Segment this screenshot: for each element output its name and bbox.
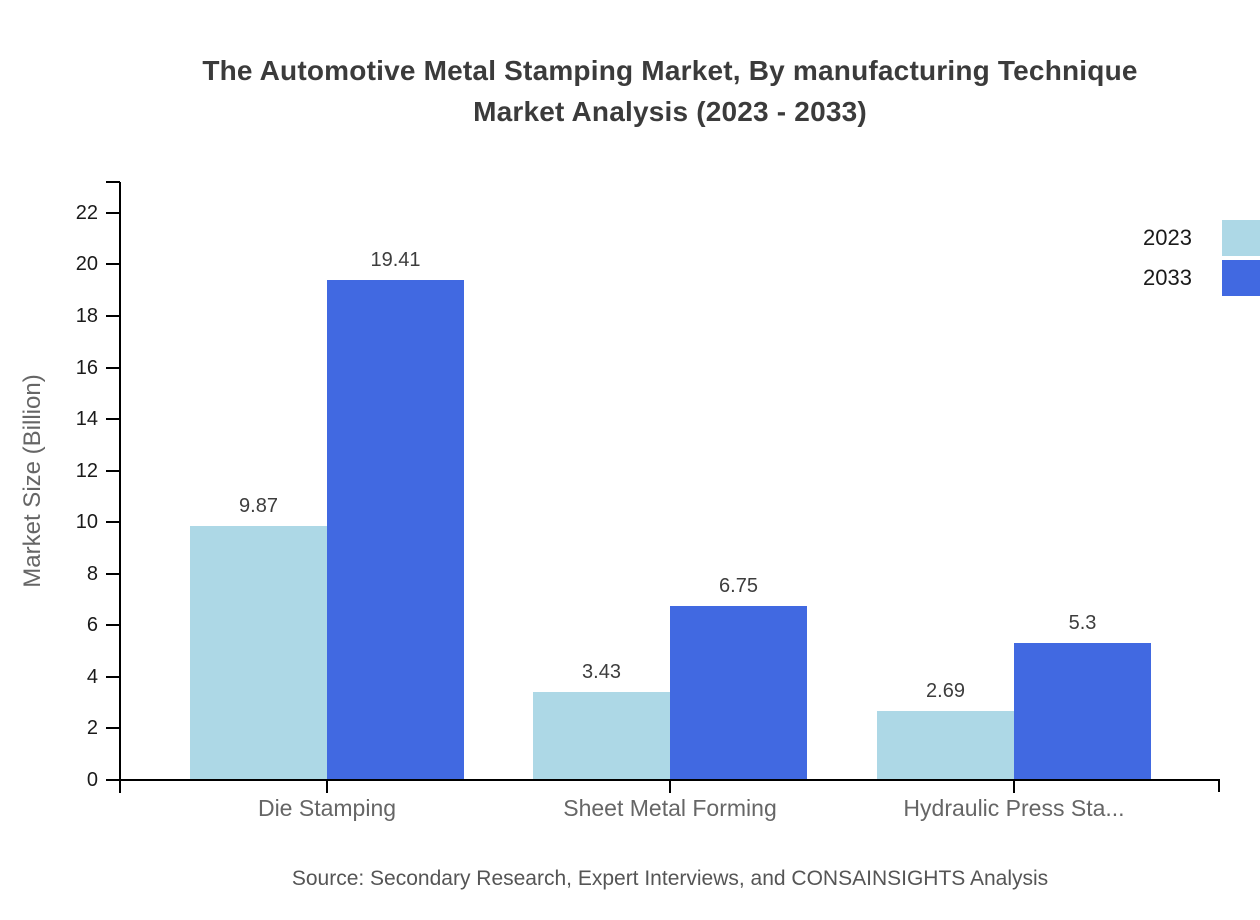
y-tick <box>106 315 120 318</box>
y-tick <box>106 521 120 524</box>
y-tick <box>106 727 120 730</box>
bar-2023-sheet-metal-forming <box>533 691 670 780</box>
x-tick <box>1013 780 1015 793</box>
y-tick <box>106 624 120 627</box>
y-tick-label: 4 <box>86 665 98 688</box>
y-tick-label: 8 <box>86 562 98 585</box>
legend-label-2023: 2023 <box>1143 225 1192 250</box>
bar-2033-hydraulic-press-sta <box>1014 643 1151 780</box>
y-axis-line <box>119 182 121 793</box>
chart-title: The Automotive Metal Stamping Market, By… <box>80 50 1260 132</box>
y-tick-label: 14 <box>75 408 98 431</box>
x-tick <box>326 780 328 793</box>
bar-value-label: 9.87 <box>239 494 278 517</box>
source-note: Source: Secondary Research, Expert Inter… <box>291 867 1049 890</box>
category-label-sheet-metal-forming: Sheet Metal Forming <box>563 795 777 821</box>
y-tick <box>106 572 120 575</box>
bar-value-label: 2.69 <box>926 679 965 702</box>
x-axis-line <box>106 779 1220 781</box>
y-tick-label: 0 <box>86 769 98 791</box>
bar-value-label: 19.41 <box>370 248 421 271</box>
bar-2033-die-stamping <box>327 279 464 780</box>
y-tick-label: 10 <box>75 511 98 534</box>
y-tick-label: 20 <box>75 253 98 276</box>
bar-value-label: 3.43 <box>582 660 621 683</box>
bar-2023-hydraulic-press-sta <box>877 710 1014 780</box>
y-tick <box>106 675 120 678</box>
y-tick-label: 22 <box>75 201 98 224</box>
legend-label-2033: 2033 <box>1143 265 1192 290</box>
category-label-die-stamping: Die Stamping <box>257 795 397 821</box>
chart-title-line-2: Market Analysis (2023 - 2033) <box>473 96 867 127</box>
bar-value-label: 5.3 <box>1068 612 1097 635</box>
y-tick-label: 2 <box>86 717 98 740</box>
legend-swatch-2033 <box>1222 260 1260 296</box>
bar-value-label: 6.75 <box>719 575 758 597</box>
x-axis-end-cap <box>1218 780 1220 792</box>
y-tick <box>106 418 120 421</box>
y-tick <box>106 263 120 266</box>
y-tick-label: 12 <box>75 459 98 482</box>
y-tick-label: 6 <box>86 614 98 637</box>
y-tick <box>106 469 120 472</box>
y-tick <box>106 211 120 214</box>
y-tick-label: 18 <box>75 305 98 328</box>
chart-title-line-1: The Automotive Metal Stamping Market, By… <box>202 55 1138 86</box>
y-tick <box>106 366 120 369</box>
category-label-hydraulic-press-sta: Hydraulic Press Sta... <box>903 795 1125 821</box>
y-tick <box>106 779 120 781</box>
x-tick <box>669 780 671 793</box>
y-axis-end-cap <box>106 181 120 183</box>
bar-2023-die-stamping <box>190 525 327 780</box>
bar-2033-sheet-metal-forming <box>670 606 807 780</box>
y-tick-label: 16 <box>75 356 98 379</box>
legend-swatch-2023 <box>1222 220 1260 256</box>
